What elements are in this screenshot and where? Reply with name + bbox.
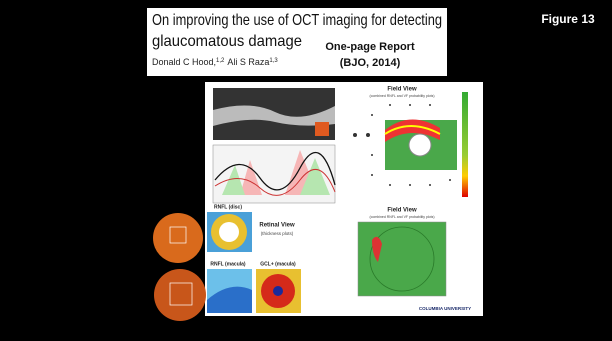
section-title: Field View — [387, 87, 417, 93]
author-name: Ali S Raza — [227, 57, 269, 67]
section-subtitle: (combined RNFL and VF probability plots) — [369, 94, 434, 98]
fundus-image — [154, 269, 206, 321]
oct-inset — [315, 122, 329, 136]
panel-label: RNFL (disc) — [214, 204, 242, 210]
fundus-image — [153, 213, 203, 263]
university: COLUMBIA UNIVERSITY — [419, 306, 471, 311]
author-name: Donald C Hood, — [152, 57, 216, 67]
page: On improving the use of OCT imaging for … — [0, 0, 612, 341]
report-label: One-page Report — [325, 41, 415, 53]
rnfl-center — [219, 222, 239, 242]
title-line: glaucomatous damage — [152, 33, 302, 50]
gcl-center — [273, 286, 283, 296]
author-affiliation: 1,2 — [216, 58, 225, 64]
section-title: Field View — [387, 208, 417, 214]
optic-disc — [409, 134, 431, 156]
section-title: Retinal View — [259, 223, 295, 229]
field-map — [358, 222, 446, 296]
color-bar — [462, 92, 468, 197]
panel-label: GCL+ (macula) — [260, 261, 296, 267]
slide: On improving the use of OCT imaging for … — [0, 0, 612, 341]
section-subtitle: (thickness plots) — [261, 231, 294, 236]
panel-label: RNFL (macula) — [210, 261, 246, 267]
title-line: On improving the use of OCT imaging for … — [152, 12, 442, 29]
author-affiliation: 1,3 — [269, 58, 278, 64]
section-subtitle: (combined RNFL and VF probability plots) — [369, 215, 434, 219]
citation: (BJO, 2014) — [340, 57, 401, 69]
figure-label: Figure 13 — [541, 12, 595, 26]
